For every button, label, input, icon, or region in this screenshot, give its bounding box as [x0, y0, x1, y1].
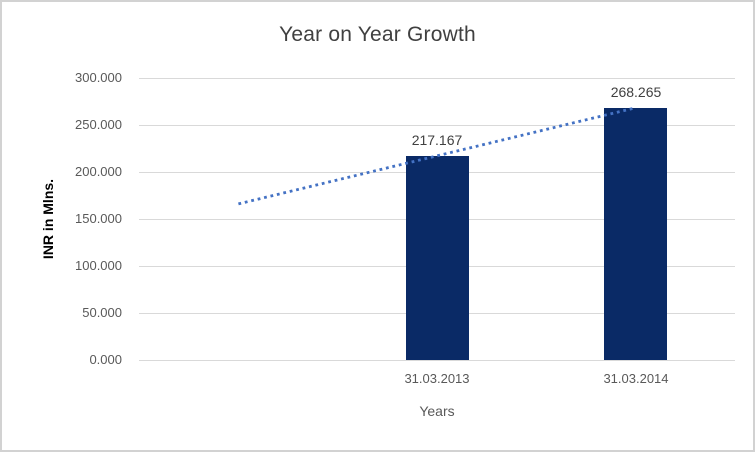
x-tick-label: 31.03.2013: [404, 371, 470, 386]
y-tick-label: 200.000: [75, 164, 122, 179]
x-axis-title: Years: [419, 403, 455, 419]
gridline: [139, 78, 735, 79]
plot-area: 217.167 268.265: [139, 78, 735, 361]
chart-title: Year on Year Growth: [279, 23, 476, 46]
trendline-layer: [238, 106, 636, 206]
y-tick-label: 0.000: [89, 352, 122, 367]
x-tick-label: 31.03.2014: [603, 371, 669, 386]
bar-value-label: 217.167: [411, 132, 463, 148]
bar-value-label: 268.265: [610, 84, 662, 100]
y-tick-label: 50.000: [82, 305, 122, 320]
y-tick-label: 250.000: [75, 117, 122, 132]
y-tick-label: 100.000: [75, 258, 122, 273]
gridline: [139, 125, 735, 126]
gridline: [139, 360, 735, 361]
bar: [604, 108, 667, 360]
y-tick-label: 300.000: [75, 70, 122, 85]
bar: [406, 156, 469, 360]
y-tick-label: 150.000: [75, 211, 122, 226]
trendline: [238, 106, 636, 206]
